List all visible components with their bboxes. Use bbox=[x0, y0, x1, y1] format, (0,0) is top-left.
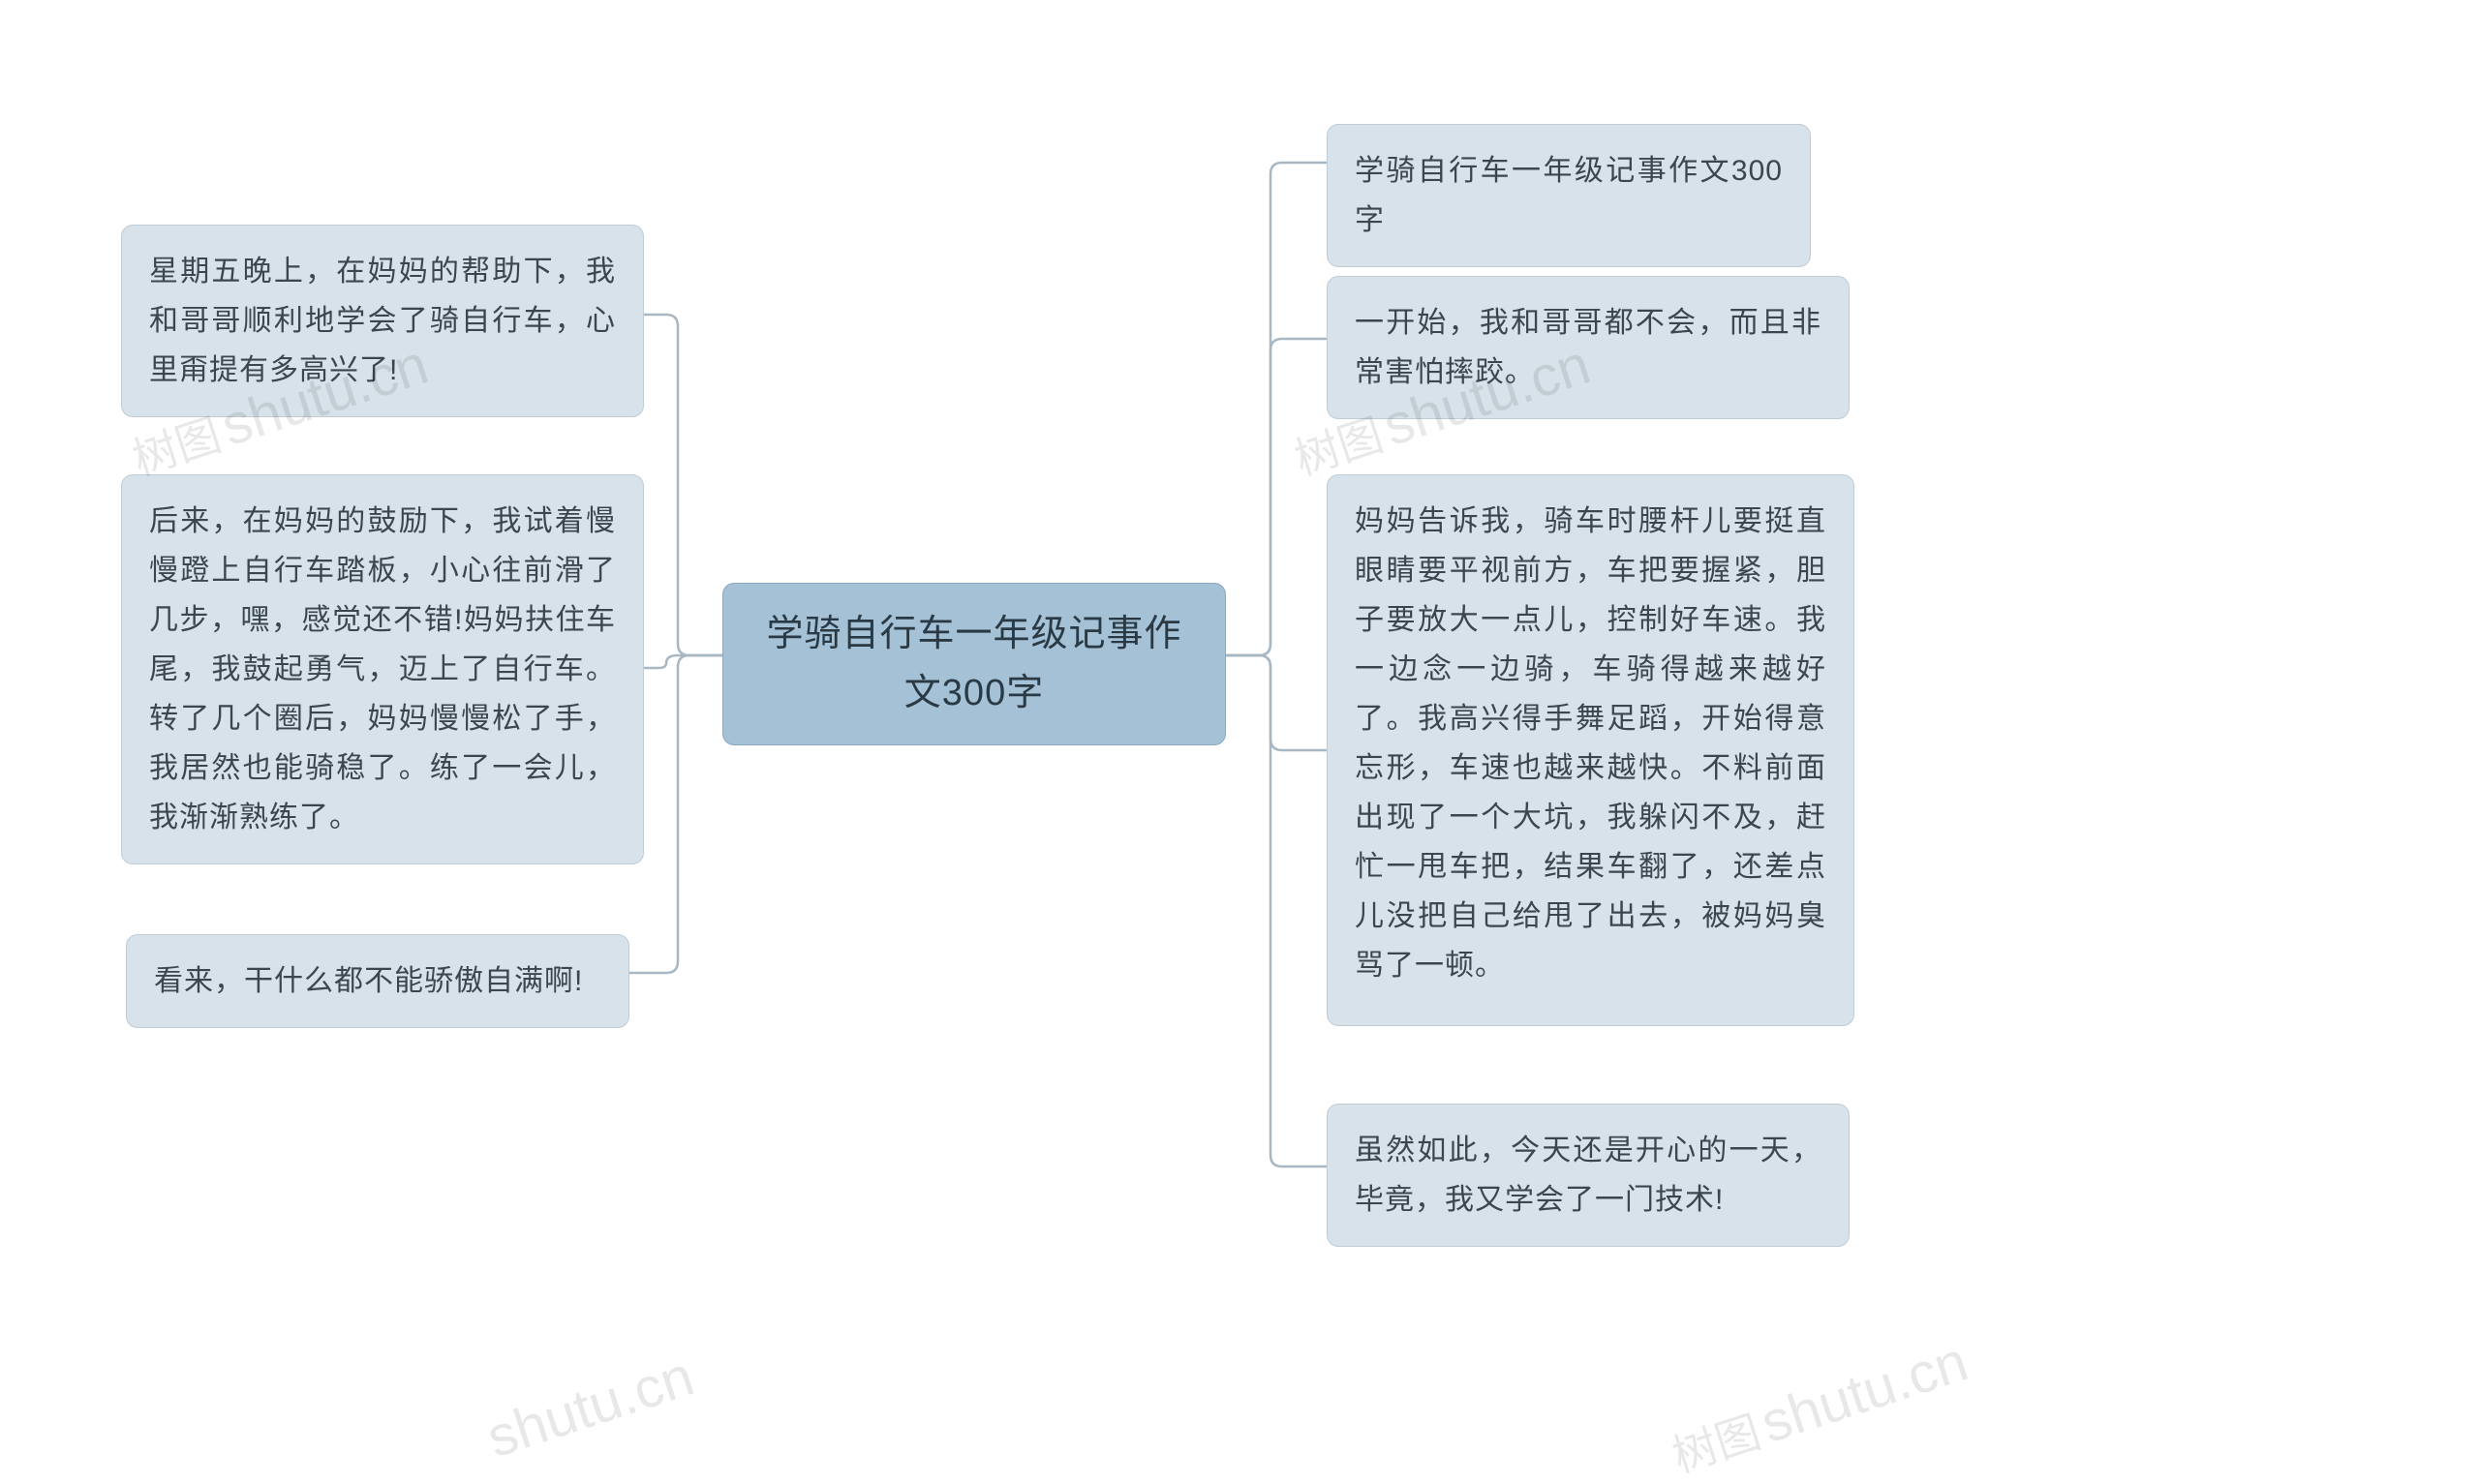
watermark: shutu.cn bbox=[479, 1344, 701, 1470]
watermark-prefix: 树图 bbox=[1289, 409, 1390, 485]
center-node: 学骑自行车一年级记事作文300字 bbox=[722, 583, 1226, 745]
left-node-l3: 看来，干什么都不能骄傲自满啊! bbox=[126, 934, 629, 1028]
left-node-l1: 星期五晚上，在妈妈的帮助下，我和哥哥顺利地学会了骑自行车，心里甭提有多高兴了! bbox=[121, 225, 644, 417]
right-node-r2: 一开始，我和哥哥都不会，而且非常害怕摔跤。 bbox=[1327, 276, 1850, 419]
connector-r4 bbox=[1226, 655, 1327, 1166]
watermark: 树图shutu.cn bbox=[1663, 1329, 1974, 1484]
connector-r1 bbox=[1226, 163, 1327, 655]
watermark-prefix: 树图 bbox=[1667, 1407, 1767, 1482]
right-node-r1: 学骑自行车一年级记事作文300字 bbox=[1327, 124, 1811, 267]
connector-l2 bbox=[644, 655, 722, 668]
watermark-main: shutu.cn bbox=[479, 1345, 701, 1470]
connector-r3 bbox=[1226, 655, 1327, 750]
watermark-prefix: 树图 bbox=[127, 409, 228, 485]
connector-r2 bbox=[1226, 339, 1327, 655]
connector-l1 bbox=[644, 315, 722, 655]
right-node-r3: 妈妈告诉我，骑车时腰杆儿要挺直 眼睛要平视前方，车把要握紧，胆子要放大一点儿，控… bbox=[1327, 474, 1854, 1026]
right-node-r4: 虽然如此，今天还是开心的一天，毕竟，我又学会了一门技术! bbox=[1327, 1104, 1850, 1247]
left-node-l2: 后来，在妈妈的鼓励下，我试着慢慢蹬上自行车踏板，小心往前滑了几步，嘿，感觉还不错… bbox=[121, 474, 644, 864]
watermark-main: shutu.cn bbox=[1754, 1330, 1975, 1456]
